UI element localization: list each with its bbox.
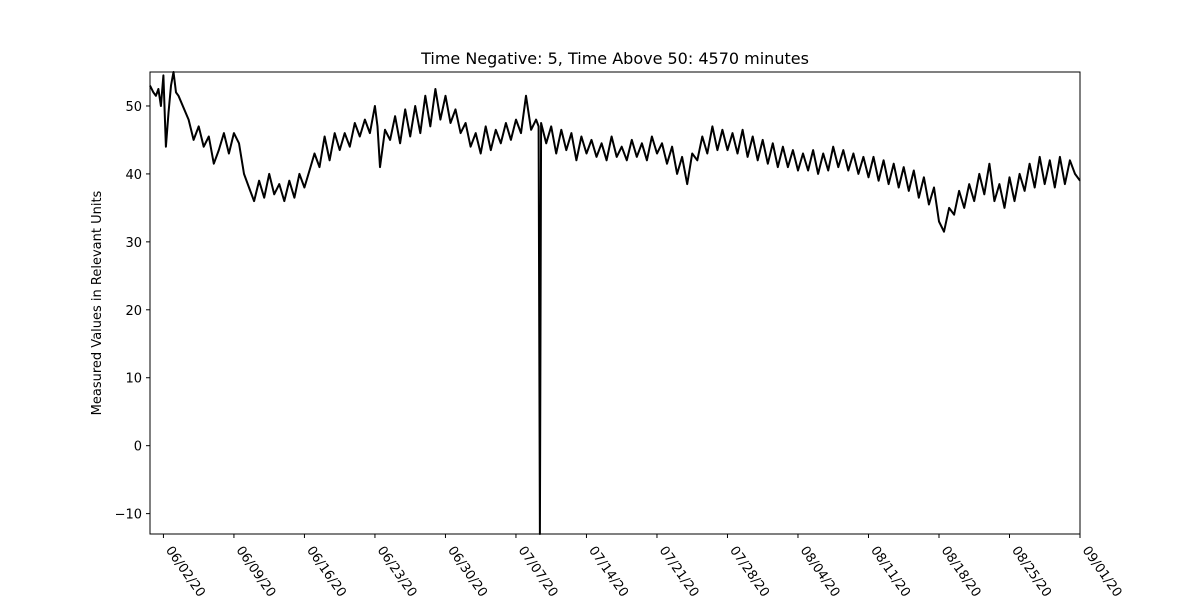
y-tick-label: 50	[125, 100, 142, 115]
x-tick-label: 06/09/20	[233, 544, 279, 600]
x-tick-label: 07/07/20	[515, 544, 561, 600]
x-tick-label: 08/04/20	[797, 544, 843, 600]
x-tick-label: 08/18/20	[938, 544, 984, 600]
x-tick-label: 06/16/20	[303, 544, 349, 600]
y-tick-label: 0	[134, 440, 142, 455]
series-line	[149, 71, 1081, 535]
y-tick-label: 30	[125, 236, 142, 251]
y-axis: −10 0 10 20 30 40 50	[115, 100, 150, 523]
y-tick-label: 40	[125, 168, 142, 183]
chart-title: Time Negative: 5, Time Above 50: 4570 mi…	[420, 49, 809, 68]
y-tick-label: 10	[125, 372, 142, 387]
x-tick-label: 06/02/20	[162, 544, 208, 600]
x-tick-label: 07/28/20	[726, 544, 772, 600]
y-tick-label: −10	[115, 508, 142, 523]
x-tick-label: 06/23/20	[374, 544, 420, 600]
x-axis: 06/02/20 06/09/20 06/16/20 06/23/20 06/30/20…	[162, 534, 1125, 600]
x-tick-label: 06/30/20	[444, 544, 490, 600]
x-tick-label: 09/01/20	[1079, 544, 1125, 600]
x-tick-label: 07/21/20	[656, 544, 702, 600]
x-tick-label: 07/14/20	[585, 544, 631, 600]
y-axis-label: Measured Values in Relevant Units	[90, 190, 105, 415]
x-tick-label: 08/11/20	[867, 544, 913, 600]
plot-frame	[149, 71, 1081, 535]
y-tick-label: 20	[125, 304, 142, 319]
x-tick-label: 08/25/20	[1008, 544, 1054, 600]
